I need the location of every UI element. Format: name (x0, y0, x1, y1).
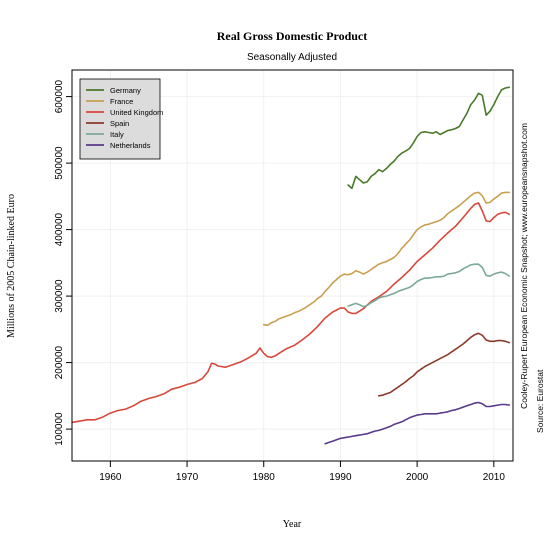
x-tick-label: 2010 (483, 472, 506, 483)
series-layer (71, 86, 510, 445)
x-tick-label: 1960 (99, 472, 122, 483)
legend-label-italy: Italy (110, 130, 124, 139)
x-axis: 1960 1970 1980 1990 2000 2010 (99, 461, 505, 483)
y-tick-label: 200000 (54, 345, 65, 379)
series-line-netherlands (324, 401, 510, 445)
series-line-france (262, 191, 510, 327)
series-line-spain (378, 332, 510, 397)
series-line-italy (347, 263, 510, 308)
side-note: Cooley-Rupert European Economic Snapshot… (519, 123, 529, 409)
legend-label-netherlands: Netherlands (110, 141, 151, 150)
x-tick-label: 1990 (329, 472, 352, 483)
chart-title: Real Gross Domestic Product (217, 29, 368, 43)
y-tick-label: 300000 (54, 279, 65, 313)
source-note: Source: Eurostat (535, 369, 545, 433)
x-tick-label: 1970 (176, 472, 199, 483)
y-tick-label: 500000 (54, 146, 65, 180)
legend-label-spain: Spain (110, 119, 129, 128)
y-tick-label: 400000 (54, 212, 65, 246)
x-tick-label: 1980 (253, 472, 276, 483)
legend: Germany France United Kingdom Spain Italy Net… (79, 78, 163, 160)
x-tick-label: 2000 (406, 472, 429, 483)
series-line-germany (347, 86, 510, 190)
y-axis-label: Millions of 2005 Chain-linked Euro (6, 194, 17, 338)
legend-label-germany: Germany (110, 86, 141, 95)
plot-border (71, 69, 514, 462)
legend-label-united-kingdom: United Kingdom (110, 108, 163, 117)
chart-subtitle: Seasonally Adjusted (247, 52, 337, 63)
series-line-united-kingdom (71, 202, 510, 424)
legend-label-france: France (110, 97, 133, 106)
y-tick-label: 600000 (54, 79, 65, 113)
x-axis-label: Year (283, 519, 302, 530)
y-axis: 100000 200000 300000 400000 500000 600000 (54, 79, 72, 446)
y-tick-label: 100000 (54, 412, 65, 446)
